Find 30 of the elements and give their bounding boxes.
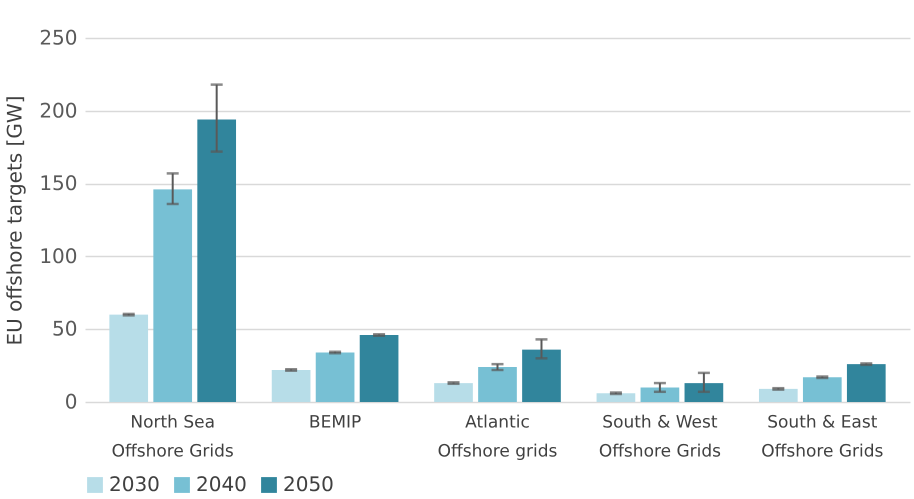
bar: [684, 383, 724, 402]
x-tick-label: Atlantic Offshore grids: [438, 412, 558, 462]
legend-label: 2050: [283, 472, 334, 496]
x-tick-label: North Sea Offshore Grids: [112, 412, 234, 462]
bar: [316, 352, 354, 402]
y-axis-title: EU offshore targets [GW]: [2, 96, 26, 346]
y-tick-label: 50: [52, 316, 78, 341]
bar: [522, 350, 561, 402]
bar: [758, 388, 798, 402]
x-tick-label: BEMIP: [308, 412, 362, 432]
bar: [846, 364, 886, 402]
y-tick-label: 150: [39, 171, 78, 196]
bar: [153, 189, 192, 402]
y-tick-label: 250: [39, 26, 78, 50]
bar: [596, 393, 636, 402]
bar: [197, 120, 236, 402]
legend-label: 2030: [109, 472, 160, 496]
bar: [802, 377, 842, 402]
bar: [640, 387, 680, 402]
x-tick-label: South & West Offshore Grids: [598, 412, 722, 462]
bar: [360, 335, 398, 402]
y-tick-label: 100: [39, 244, 78, 268]
bar: [478, 367, 517, 402]
y-tick-label: 200: [39, 98, 78, 122]
legend-label: 2040: [196, 472, 247, 496]
bar: [272, 370, 310, 402]
bar: [109, 314, 148, 402]
bar: [434, 383, 473, 402]
y-tick-label: 0: [64, 390, 78, 414]
x-tick-label: South & East Offshore Grids: [761, 412, 884, 462]
